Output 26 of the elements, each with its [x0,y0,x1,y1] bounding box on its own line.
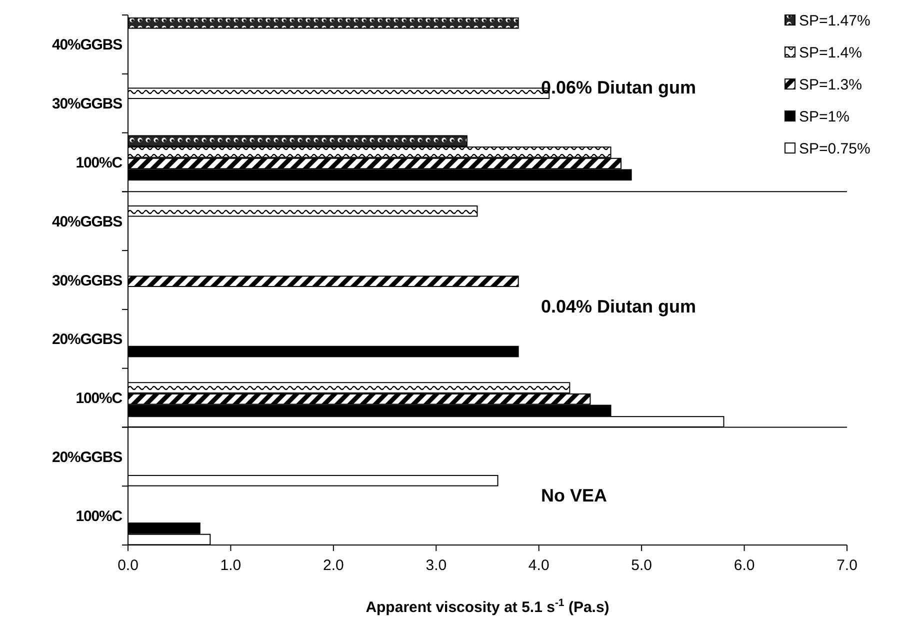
legend-label: SP=1.4% [799,44,862,62]
y-tick-label: 100%C [76,154,123,172]
x-axis-title: Apparent viscosity at 5.1 s$^{-1}$ (Pa.s) [366,597,610,616]
y-tick-label: 40%GGBS [52,36,123,54]
y-tick-label: 40%GGBS [52,213,123,230]
legend-label: SP=1.3% [799,76,862,94]
annotation: No VEA [541,485,608,506]
x-tick-label: 1.0 [220,557,242,574]
annotation: 0.06% Diutan gum [541,78,696,98]
y-tick-label: 100%C [76,508,123,525]
annotation: 0.04% Diutan gum [541,296,696,317]
x-tick-label: 0.0 [118,557,138,574]
legend-label: SP=1% [799,108,850,126]
y-tick-label: 100%C [76,390,123,408]
legend-label: SP=1.47% [799,12,870,30]
x-tick-label: 3.0 [426,557,447,574]
y-tick-label: 20%GGBS [52,448,123,466]
legend-label: SP=0.75% [799,140,870,158]
x-tick-label: 4.0 [528,557,550,574]
x-tick-label: 2.0 [323,557,344,574]
y-tick-label: 20%GGBS [52,331,123,348]
x-tick-label: 7.0 [836,557,858,574]
y-tick-label: 30%GGBS [52,96,123,113]
y-tick-label: 30%GGBS [52,272,123,290]
x-tick-label: 5.0 [631,557,652,574]
x-tick-label: 6.0 [734,557,755,574]
